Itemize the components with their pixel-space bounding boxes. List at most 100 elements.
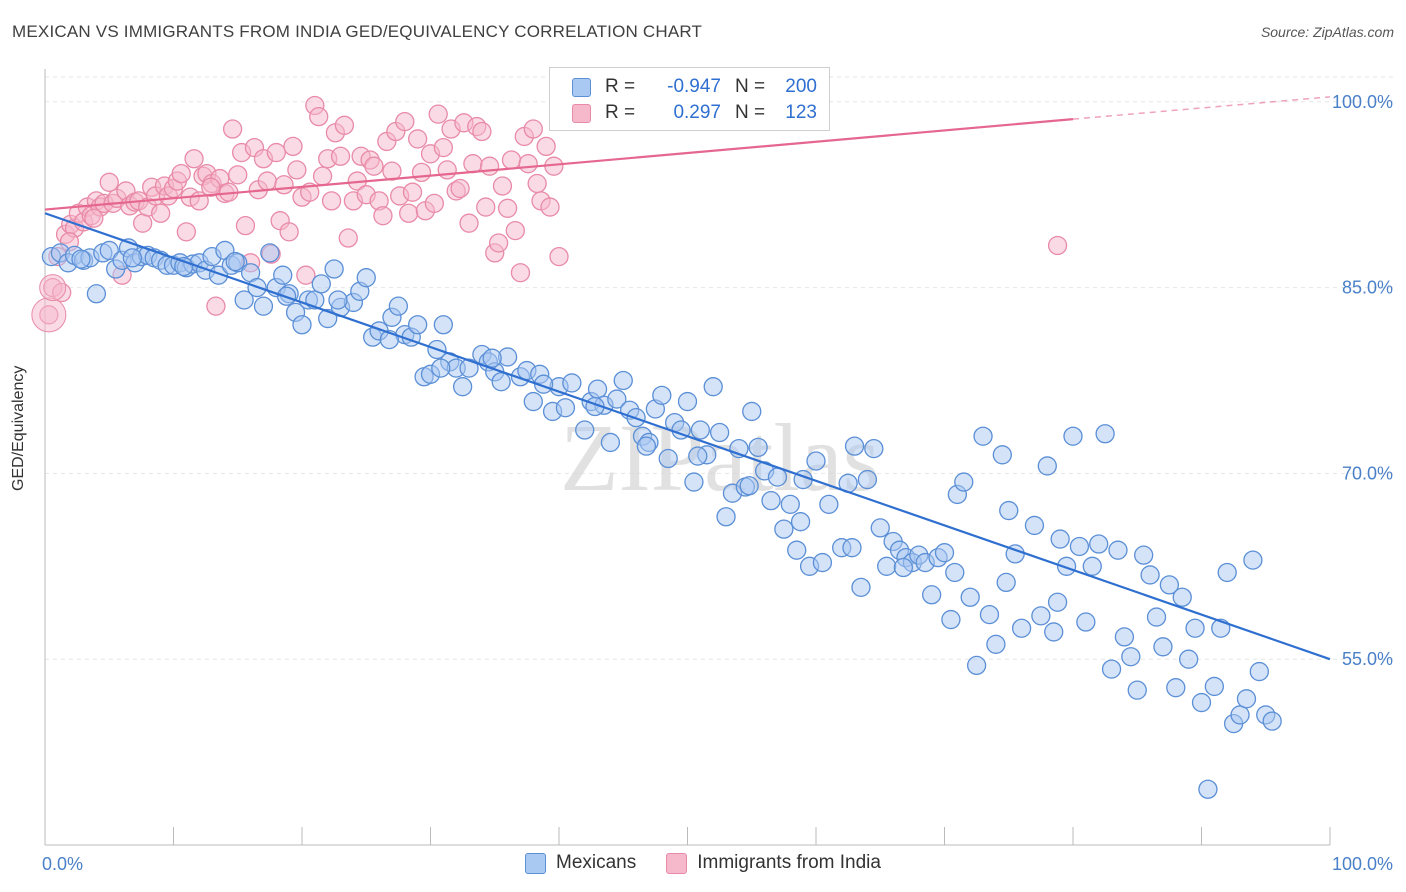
scatter-point [497,198,518,218]
scatter-point [296,265,316,285]
scatter-point [510,263,531,283]
scatter-point [945,562,965,583]
scatter-point [1127,680,1147,700]
scatter-point [382,161,402,181]
scatter-point [1185,618,1205,638]
scatter-point [1262,711,1282,731]
tick-labels: 55.0% 70.0% 85.0% 100.0% 0.0% 100.0% [42,92,1393,874]
legend-item-mexicans: Mexicans [525,852,636,874]
scatter-point [1166,678,1186,698]
scatter-point [321,191,342,211]
legend-swatch-mexicans [572,77,591,97]
scatter-point [600,432,621,453]
scatter-point [437,160,457,180]
scatter-point [536,136,556,157]
scatter-point [652,385,672,405]
scatter-point-large [31,297,67,333]
scatter-point [1056,556,1077,576]
scatter-point [274,175,294,195]
scatter-point [1082,556,1102,576]
scatter-point [739,476,759,496]
scatter-point [452,377,473,397]
scatter-point [328,290,348,310]
scatter-point-large [39,274,67,302]
scatter-point [395,111,415,132]
scatter-point [954,472,974,492]
scatter-point [411,162,432,183]
scatter-point [819,494,839,515]
india-trend-extension [1072,96,1331,120]
scatter-point [184,149,204,169]
scatter-point [857,469,878,490]
scatter-point [476,197,496,217]
scatter-point [479,156,500,176]
scatter-point [492,176,513,196]
scatter-point [748,437,768,458]
scatter-point [257,171,277,191]
scatter-point [973,426,993,446]
scatter-point [812,552,833,573]
legend-swatch-india [572,103,591,123]
scatter-point [941,609,961,630]
scatter-point [767,467,788,487]
scatter-point [999,500,1019,521]
scatter-point [1047,235,1068,256]
scatter-point [774,519,794,539]
legend-swatch-mexicans [525,852,546,874]
scatter-point [549,246,569,267]
scatter-point [235,215,256,236]
india-points [31,95,1068,333]
scatter-point [206,296,226,316]
scatter-point [292,315,312,335]
scatter-point [501,150,522,170]
scatter-point [488,233,509,253]
scatter-point [1243,550,1263,570]
scatter-point [99,240,119,261]
scatter-point [806,451,826,471]
legend-n-value: 200 [785,76,817,97]
y-tick-label: 100.0% [1332,92,1393,112]
mexicans-trend-line [44,212,1331,661]
mexicans-points [41,238,1282,799]
scatter-point [208,265,229,285]
scatter-point [482,348,502,368]
scatter-point [1179,649,1199,669]
legend-n-label: N = [735,102,766,123]
scatter-point [1089,534,1109,554]
scatter-point [575,420,595,440]
scatter-point [1011,618,1032,638]
scatter-point [1249,661,1269,682]
y-tick-label: 85.0% [1342,278,1393,298]
scatter-point [851,577,871,597]
scatter-point [407,129,428,149]
scatter-point [1153,637,1173,657]
scatter-point [587,379,608,399]
y-tick-label: 70.0% [1342,463,1393,483]
scatter-point [176,222,197,242]
scatter-point [312,166,333,186]
scatter-point [150,203,171,223]
scatter-point [373,206,393,226]
scatter-point [1114,627,1135,647]
legend-r-value: -0.947 [667,76,721,97]
source-credit: Source: ZipAtlas.com [1260,24,1394,40]
scatter-point [472,121,492,142]
scatter-point [266,142,286,163]
y-axis-label: GED/Equivalency [10,365,27,491]
scatter-point [780,494,800,515]
scatter-point [1198,779,1218,799]
gridlines [45,76,1395,660]
scatter-point [71,249,91,269]
scatter-point [491,372,511,392]
scatter-point [922,585,942,605]
scatter-point [324,259,344,279]
scatter-point [1172,587,1192,607]
scatter-point [334,115,355,135]
scatter-point [709,422,730,443]
scatter-point [1076,612,1096,632]
axes [44,69,1331,846]
scatter-point [283,136,303,157]
scatter-point [555,398,576,418]
scatter-point [1101,659,1122,679]
